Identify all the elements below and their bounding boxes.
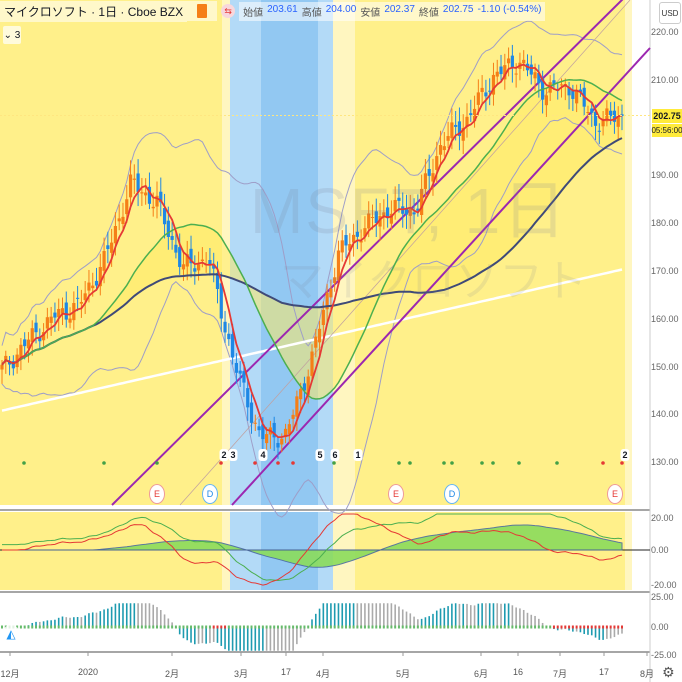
oscillator-tick: 20.00 bbox=[651, 513, 674, 523]
earnings-event-icon[interactable]: E bbox=[388, 484, 404, 504]
price-tick: 220.00 bbox=[651, 27, 679, 37]
symbol-title[interactable]: マイクロソフト · 1日 · Cboe BZX bbox=[0, 0, 188, 22]
low-value: 202.37 bbox=[384, 3, 415, 15]
time-tick: 2月 bbox=[164, 669, 180, 679]
oscillator-tick: 0.00 bbox=[651, 545, 669, 555]
time-tick: 16 bbox=[512, 667, 524, 677]
close-label: 終値 bbox=[418, 7, 439, 19]
time-tick: 7月 bbox=[552, 669, 568, 679]
histogram-tick: -25.00 bbox=[651, 650, 677, 660]
settings-gear-icon[interactable]: ⚙ bbox=[662, 664, 675, 680]
price-tick: 150.00 bbox=[651, 361, 679, 372]
change-value: -1.10 (-0.54%) bbox=[477, 3, 542, 15]
histogram-tick: 25.00 bbox=[651, 592, 674, 602]
time-tick: 17 bbox=[280, 667, 292, 677]
price-tick: 210.00 bbox=[651, 74, 679, 85]
high-value: 204.00 bbox=[325, 3, 357, 15]
earnings-event-icon[interactable]: E bbox=[607, 484, 623, 504]
countdown-tag: 05:56:00 bbox=[651, 124, 682, 137]
count-marker: 3 bbox=[228, 449, 238, 461]
last-price-tag: 202.75 bbox=[652, 109, 682, 123]
arrows-icon[interactable]: ⇆ bbox=[221, 4, 236, 18]
currency-button[interactable]: USD bbox=[659, 2, 681, 24]
ohlc-values: 始値 203.61 高値 204.00 安値 202.37 終値 202.75 -1.1… bbox=[239, 1, 546, 21]
price-tick: 140.00 bbox=[651, 409, 679, 420]
count-marker: 4 bbox=[258, 449, 268, 461]
tradingview-logo-icon[interactable]: ◭ bbox=[2, 625, 20, 643]
time-tick: 3月 bbox=[233, 669, 249, 679]
price-tick: 170.00 bbox=[651, 266, 679, 276]
low-label: 安値 bbox=[360, 7, 381, 19]
high-label: 高値 bbox=[301, 7, 322, 19]
flag-button[interactable] bbox=[187, 1, 218, 21]
open-value: 203.61 bbox=[267, 3, 298, 15]
oscillator-tick: -20.00 bbox=[651, 580, 677, 590]
count-marker: 2 bbox=[620, 449, 630, 461]
count-marker: 2 bbox=[219, 449, 229, 461]
symbol-legend: マイクロソフト · 1日 · Cboe BZX ⇆ 始値 203.61 高値 204… bbox=[0, 0, 546, 22]
dividend-event-icon[interactable]: D bbox=[444, 484, 460, 504]
count-marker: 1 bbox=[353, 449, 363, 461]
count-marker: 5 bbox=[315, 449, 325, 461]
time-tick: 5月 bbox=[395, 669, 411, 679]
price-tick: 130.00 bbox=[651, 457, 679, 468]
time-tick: 8月 bbox=[639, 669, 655, 679]
time-tick: 6月 bbox=[473, 669, 489, 679]
earnings-event-icon[interactable]: E bbox=[149, 484, 165, 504]
flag-icon bbox=[197, 4, 208, 18]
price-tick: 190.00 bbox=[651, 170, 679, 181]
price-tick: 160.00 bbox=[651, 313, 679, 324]
open-label: 始値 bbox=[243, 7, 264, 19]
time-tick: 4月 bbox=[315, 669, 331, 679]
legend-collapse-button[interactable]: ⌄ 3 bbox=[3, 26, 21, 44]
histogram-tick: 0.00 bbox=[651, 622, 669, 632]
time-tick: 17 bbox=[598, 667, 610, 677]
time-tick: 12月 bbox=[0, 669, 20, 679]
close-value: 202.75 bbox=[442, 3, 474, 15]
dividend-event-icon[interactable]: D bbox=[202, 484, 218, 504]
price-tick: 180.00 bbox=[651, 218, 679, 229]
count-marker: 6 bbox=[330, 449, 340, 461]
time-tick: 2020 bbox=[77, 667, 99, 677]
